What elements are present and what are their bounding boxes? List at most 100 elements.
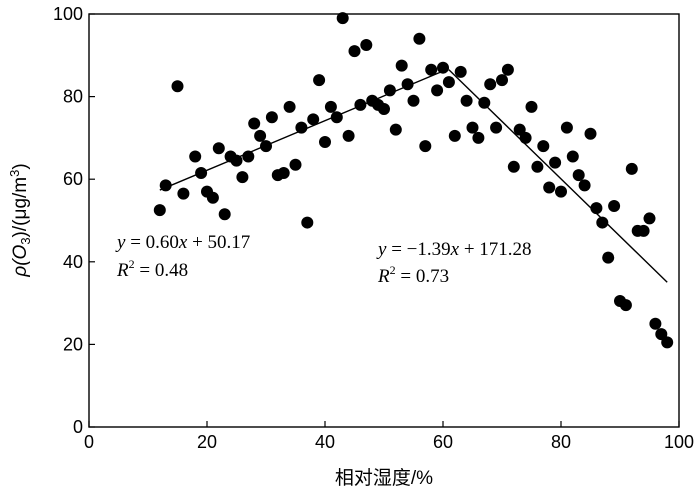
eq-right-x: x: [450, 239, 460, 260]
x-tick-label: 100: [664, 432, 694, 452]
data-point: [218, 208, 231, 221]
data-point: [555, 185, 567, 198]
data-point: [513, 123, 526, 136]
data-point: [413, 32, 426, 45]
data-point: [330, 111, 343, 124]
data-point: [637, 224, 650, 237]
data-point: [560, 121, 573, 134]
data-point: [431, 84, 444, 97]
y-axis-title-mid: )/(μg/m: [10, 177, 31, 238]
x-tick-label: 40: [315, 432, 335, 452]
r2-left-label: R: [116, 260, 129, 281]
eq-right-y: y: [376, 239, 387, 260]
data-point: [490, 121, 503, 134]
data-point: [608, 200, 621, 213]
fit-r2-left: R2 = 0.48: [116, 257, 188, 281]
plot-frame: [88, 13, 680, 428]
x-tick-label: 80: [551, 432, 571, 452]
data-point: [442, 76, 455, 89]
data-point: [466, 121, 479, 134]
data-point: [301, 216, 314, 229]
data-point: [236, 171, 249, 184]
eq-left-rest: = 0.60: [125, 232, 178, 253]
data-point: [195, 167, 208, 180]
data-point: [307, 113, 320, 126]
data-point: [472, 131, 485, 144]
data-point: [484, 78, 497, 91]
data-point: [602, 251, 615, 264]
data-point: [519, 131, 532, 144]
data-point: [354, 98, 367, 111]
y-tick-label: 80: [63, 87, 83, 107]
data-point: [578, 179, 591, 192]
data-point: [543, 181, 556, 194]
eq-right-rest: = −1.39: [386, 239, 450, 260]
data-point: [531, 160, 544, 173]
data-point: [501, 63, 514, 76]
data-point: [496, 74, 508, 87]
y-axis-title-end: ): [10, 163, 31, 169]
data-point: [437, 61, 449, 74]
data-point: [454, 65, 467, 78]
data-point: [590, 202, 603, 215]
data-point: [313, 74, 326, 87]
x-tick-label: 20: [197, 432, 217, 452]
eq-left-y: y: [115, 232, 126, 253]
fit-r2-right: R2 = 0.73: [377, 263, 449, 287]
r2-right-sup: 2: [390, 263, 396, 277]
data-point: [596, 216, 609, 229]
data-point: [619, 299, 632, 312]
y-axis-title-main: ρ(O: [10, 244, 31, 277]
data-point: [572, 169, 585, 182]
data-point: [643, 212, 656, 225]
r2-right-label: R: [377, 266, 390, 287]
data-point: [584, 127, 597, 140]
y-axis: 0 20 40 60 80 100: [53, 4, 95, 437]
data-point: [283, 100, 296, 113]
data-point: [525, 100, 538, 113]
data-point: [460, 94, 473, 107]
data-point: [242, 150, 255, 163]
y-tick-label: 0: [73, 417, 83, 437]
data-point: [401, 78, 414, 91]
data-point: [383, 84, 396, 97]
y-axis-title-sup: 3: [7, 170, 22, 177]
data-point: [507, 160, 520, 173]
data-point: [248, 117, 261, 130]
data-point: [206, 191, 219, 204]
y-tick-label: 20: [63, 334, 83, 354]
data-point: [212, 142, 225, 155]
eq-right-tail: + 171.28: [459, 239, 531, 260]
fit-annotation-left: y = 0.60x + 50.17 R2 = 0.48: [115, 232, 250, 281]
plot-border: [88, 13, 680, 428]
data-point: [549, 156, 562, 169]
data-point: [419, 140, 432, 153]
eq-left-x: x: [178, 232, 188, 253]
data-point: [389, 123, 402, 136]
x-axis-title: 相对湿度/%: [335, 467, 433, 489]
data-point: [324, 100, 337, 113]
x-axis: 0 20 40 60 80 100: [84, 421, 694, 452]
data-point: [230, 154, 243, 167]
fit-equation-right: y = −1.39x + 171.28: [376, 239, 532, 260]
data-points: [153, 12, 674, 349]
data-point: [407, 94, 420, 107]
data-point: [342, 129, 355, 142]
data-point: [566, 150, 579, 163]
r2-left-sup: 2: [129, 257, 135, 271]
fit-annotation-right: y = −1.39x + 171.28 R2 = 0.73: [376, 239, 532, 287]
data-point: [360, 38, 373, 51]
x-tick-label: 0: [84, 432, 94, 452]
data-point: [661, 336, 674, 349]
data-point: [395, 59, 408, 72]
data-point: [159, 179, 172, 192]
data-point: [277, 167, 290, 180]
fit-equation-left: y = 0.60x + 50.17: [115, 232, 250, 253]
data-point: [348, 45, 361, 58]
data-point: [655, 328, 668, 341]
data-point: [649, 317, 662, 330]
data-point: [537, 140, 550, 153]
y-tick-label: 100: [53, 4, 83, 24]
y-tick-label: 60: [63, 169, 83, 189]
